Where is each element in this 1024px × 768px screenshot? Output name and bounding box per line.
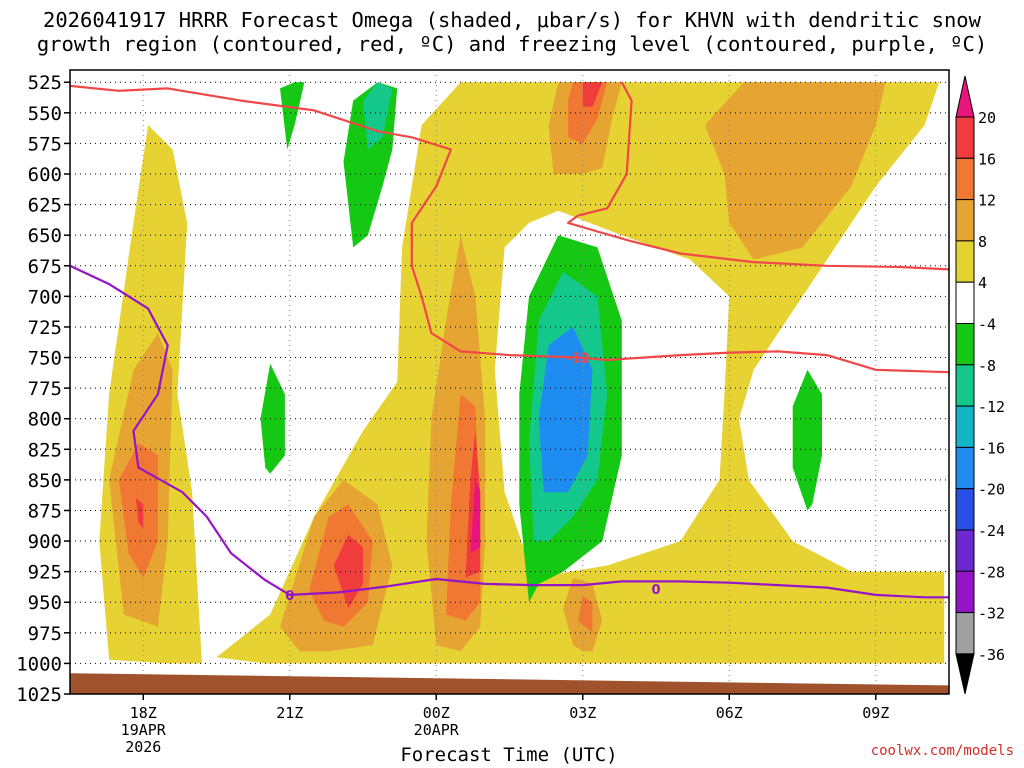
omega-region-neg-7 [363,82,393,150]
colorbar-swatch-11 [955,529,975,572]
colorbar-label-10: -24 [978,522,1005,540]
x-tick-date-00Z: 20APR [414,721,460,739]
colorbar-label-3: 8 [978,233,987,251]
omega-region-pos-3 [135,498,144,529]
colorbar-swatch-1 [955,116,975,159]
colorbar-label-2: 12 [978,192,996,210]
plot-frame [69,69,950,695]
y-tick-label-950: 950 [28,592,62,614]
colorbar-label-11: -28 [978,563,1005,581]
colorbar-label-12: -32 [978,605,1005,623]
y-tick-label-925: 925 [28,562,62,584]
omega-region-neg-9 [538,326,593,493]
omega-region-pos-5 [875,583,945,664]
y-tick-label-525: 525 [28,72,62,94]
omega-region-neg-6 [792,369,822,511]
omega-region-pos-17 [577,596,593,633]
x-tick-label-00Z: 00Z [423,704,450,722]
freezing-level-contour-0 [70,264,949,599]
colorbar-swatch-4 [955,240,975,283]
colorbar-swatch-2 [955,157,975,201]
y-tick-label-1000: 1000 [16,653,62,675]
y-tick-label-725: 725 [28,317,62,339]
y-tick-label-775: 775 [28,378,62,400]
freezing-level-label-1: 0 [651,583,660,598]
y-tick-label-850: 850 [28,470,62,492]
colorbar-label-0: 20 [978,109,996,127]
x-tick-date-18Z: 19APR [121,721,167,739]
colorbar-swatch-12 [955,570,975,614]
colorbar-bottom-arrow [955,653,975,695]
colorbar-label-6: -8 [978,357,996,375]
y-tick-label-975: 975 [28,623,62,645]
colorbar-label-5: -4 [978,316,996,334]
x-tick-label-09Z: 09Z [862,704,889,722]
chart-title-line-2: growth region (contoured, red, ºC) and f… [36,32,988,56]
y-tick-label-800: 800 [28,409,62,431]
colorbar-label-4: 4 [978,274,987,292]
x-axis-label: Forecast Time (UTC) [400,744,618,766]
colorbar-swatch-5 [955,281,975,325]
omega-region-pos-18 [704,82,886,260]
y-tick-label-550: 550 [28,103,62,125]
x-tick-label-03Z: 03Z [569,704,596,722]
y-tick-label-600: 600 [28,164,62,186]
colorbar-swatch-10 [955,488,975,531]
colorbar-label-13: -36 [978,646,1005,664]
y-tick-label-675: 675 [28,256,62,278]
freezing-level-label-0: 0 [285,589,294,604]
x-tick-label-18Z: 18Z [130,704,157,722]
dendritic-contour-0 [70,84,949,374]
x-tick-year-18Z: 2026 [125,738,161,756]
colorbar-swatch-8 [955,405,975,448]
y-tick-label-700: 700 [28,286,62,308]
colorbar-swatch-9 [955,446,975,490]
omega-region-neg-3 [260,363,285,474]
y-tick-label-875: 875 [28,500,62,522]
omega-region-neg-2 [280,82,305,150]
y-tick-label-1025: 1025 [16,684,62,706]
omega-region-pos-15 [582,82,603,107]
dendritic-contour-label-0: -12 [566,352,590,367]
colorbar-swatch-7 [955,364,975,407]
dendritic-contour-1 [567,81,949,271]
colorbar-top-arrow [955,75,975,118]
y-tick-label-625: 625 [28,195,62,217]
x-tick-label-21Z: 21Z [276,704,303,722]
colorbar-swatch-6 [955,323,975,366]
y-tick-label-575: 575 [28,133,62,155]
y-tick-label-650: 650 [28,225,62,247]
ground-surface [70,673,949,694]
colorbar-label-9: -20 [978,481,1005,499]
y-tick-label-825: 825 [28,439,62,461]
omega-region-pos-14 [568,82,608,144]
x-tick-label-06Z: 06Z [716,704,743,722]
credit-text: coolwx.com/models [870,743,1014,759]
colorbar-label-7: -12 [978,398,1005,416]
colorbar-swatch-13 [955,612,975,655]
colorbar-label-1: 16 [978,150,996,168]
y-tick-label-750: 750 [28,348,62,370]
y-tick-label-900: 900 [28,531,62,553]
chart-title-line-1: 2026041917 HRRR Forecast Omega (shaded, … [43,8,981,32]
colorbar-swatch-3 [955,199,975,242]
colorbar-label-8: -16 [978,439,1005,457]
omega-region-pos-12 [470,479,481,554]
